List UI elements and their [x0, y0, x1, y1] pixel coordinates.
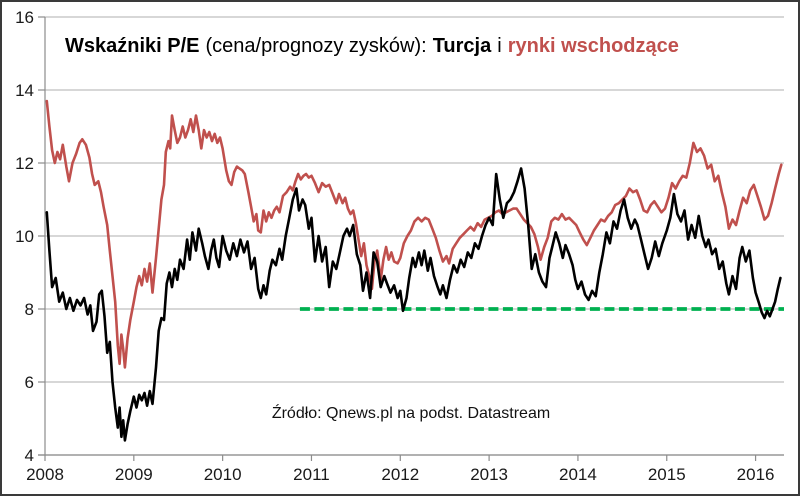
x-axis-label: 2009: [115, 465, 153, 484]
x-axis-label: 2013: [470, 465, 508, 484]
series-line-emerging: [45, 99, 783, 369]
chart-title-series-turkey: Turcja: [432, 35, 492, 57]
y-axis-label: 10: [15, 227, 34, 246]
y-axis-label: 6: [25, 373, 34, 392]
series-line-turkey: [45, 167, 782, 442]
y-axis-label: 12: [15, 154, 34, 173]
y-axis-label: 16: [15, 8, 34, 27]
x-axis-label: 2010: [204, 465, 242, 484]
chart-title-series-emerging: rynki wschodzące: [507, 35, 679, 57]
x-axis-label: 2014: [559, 465, 597, 484]
source-note: Źródło: Qnews.pl na podst. Datastream: [271, 405, 551, 422]
chart-title-subtitle: (cena/prognozy zysków):: [205, 35, 427, 57]
chart-title-main: Wskaźniki P/E: [65, 35, 200, 57]
y-axis-label: 14: [15, 81, 34, 100]
x-axis-label: 2012: [381, 465, 419, 484]
x-axis-label: 2011: [293, 465, 330, 484]
y-axis-label: 4: [25, 446, 34, 465]
y-axis-label: 8: [25, 300, 34, 319]
x-axis-label: 2015: [648, 465, 686, 484]
x-axis-label: 2008: [26, 465, 64, 484]
chart-title-conjunction: i: [497, 35, 502, 57]
x-axis-label: 2016: [737, 465, 775, 484]
chart-title: Wskaźniki P/E (cena/prognozy zysków): Turc…: [65, 35, 765, 58]
